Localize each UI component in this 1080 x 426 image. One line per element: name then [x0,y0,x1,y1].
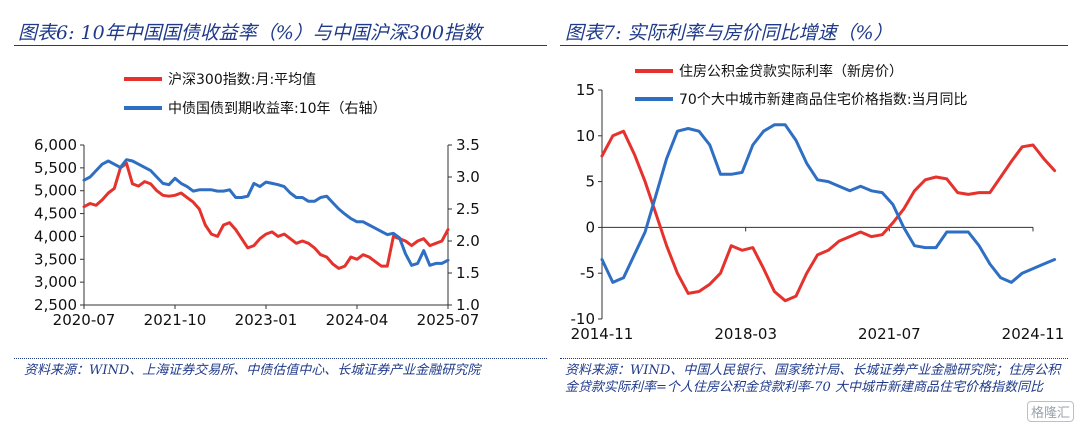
x-tick-label: 2014-11 [571,325,634,343]
x-tick-label: 2023-01 [235,311,298,329]
y-right-tick-label: 2.5 [456,200,480,218]
chart6-title-rule [14,45,547,46]
y-left-tick-label: 10 [576,127,595,145]
chart6-source-rule [14,358,547,359]
chart6-line-chart: 2,500 3,000 3,500 4,000 4,500 5,000 5,500 6,000… [34,72,480,329]
y-right-tick-label: 3.0 [456,168,480,186]
legend-label-2: 70个大中城市新建商品住宅价格指数:当月同比 [679,91,968,108]
y-right-tick-label: 1.0 [456,296,480,314]
series-line-2 [600,123,1057,284]
y-left-tick-label: 5,500 [34,159,77,177]
chart7-title: 图表7: 实际利率与房价同比增速（%） [565,22,893,44]
series-line-1 [600,129,1057,303]
x-tick-label: 2018-03 [714,325,777,343]
y-left-tick-label: 5,000 [34,182,77,200]
x-tick-label: 2024-11 [1002,325,1065,343]
series-line-2 [82,158,450,267]
x-tick-label: 2024-04 [326,311,389,329]
y-right-tick-label: 1.5 [456,264,480,282]
chart7-source-rule [560,358,1068,359]
x-tick-label: 2021-10 [144,311,207,329]
y-left-tick-label: 0 [585,218,595,236]
y-left-tick-label: 2,500 [34,296,77,314]
y-left-tick-label: -10 [571,310,596,328]
x-tick-label: 2020-07 [53,311,116,329]
y-left-tick-label: 3,500 [34,250,77,268]
watermark-logo: 格隆汇 [1026,401,1074,422]
y-left-tick-label: 4,500 [34,205,77,223]
chart7-title-rule [560,45,1068,46]
y-left-tick-label: -5 [580,264,595,282]
x-tick-label: 2021-07 [858,325,921,343]
y-left-tick-label: 15 [576,81,595,99]
legend-label-1: 沪深300指数:月:平均值 [168,72,316,88]
y-left-tick-label: 6,000 [34,136,77,154]
series-line-1 [82,161,450,270]
chart7-line-chart: -10 -5 0 5 10 15 2014-11 2018-03 2021-07 2024-11 住… [571,63,1065,343]
chart7-source-note: 资料来源：WIND、中国人民银行、国家统计局、长城证券产业金融研究院；住房公积金… [565,363,1061,395]
legend-label-1: 住房公积金贷款实际利率（新房价） [679,63,903,80]
chart6-source-note: 资料来源：WIND、上海证券交易所、中债估值中心、长城证券产业金融研究院 [24,363,481,378]
y-right-tick-label: 3.5 [456,136,480,154]
y-left-tick-label: 4,000 [34,227,77,245]
y-left-tick-label: 5 [585,173,595,191]
y-left-tick-label: 3,000 [34,273,77,291]
legend-label-2: 中债国债到期收益率:10年（右轴） [168,100,387,117]
x-tick-label: 2025-07 [417,311,480,329]
chart6-title: 图表6: 10年中国国债收益率（%）与中国沪深300指数 [18,22,483,44]
y-right-tick-label: 2.0 [456,232,480,250]
